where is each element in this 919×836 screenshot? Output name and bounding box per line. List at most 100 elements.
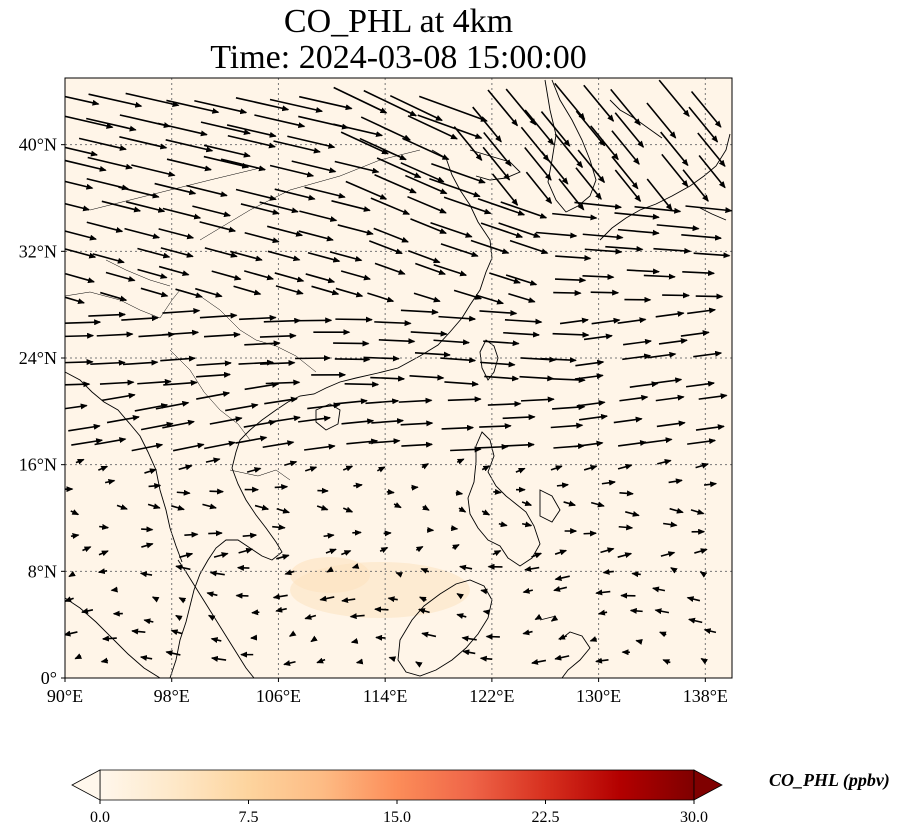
wind-arrow	[534, 613, 543, 621]
wind-arrow	[470, 239, 510, 255]
wind-arrow	[141, 526, 154, 533]
wind-arrow	[326, 566, 334, 573]
lat-tick-label: 0°	[41, 668, 57, 688]
wind-arrow	[65, 273, 95, 284]
wind-arrow	[582, 233, 624, 241]
wind-arrow	[415, 262, 446, 275]
wind-arrow	[288, 630, 297, 637]
wind-arrow	[118, 186, 160, 199]
wind-arrow	[417, 608, 430, 614]
wind-arrow	[629, 381, 659, 388]
wind-arrow	[502, 414, 536, 421]
wind-arrow	[334, 398, 368, 405]
wind-arrow	[131, 164, 176, 177]
wind-arrow	[143, 618, 154, 625]
wind-arrow	[589, 636, 598, 642]
wind-arrow	[554, 654, 570, 661]
wind-arrow	[477, 198, 526, 216]
wind-arrow	[267, 225, 304, 237]
wind-arrow	[670, 567, 678, 574]
wind-arrow	[458, 506, 467, 513]
wind-arrow	[524, 109, 555, 146]
lon-tick-label: 106°E	[256, 686, 301, 706]
wind-arrow	[398, 397, 433, 404]
wind-arrow	[363, 89, 418, 117]
wind-arrow	[693, 350, 723, 358]
wind-arrow	[376, 157, 422, 179]
colorbar-max-extension	[693, 769, 723, 801]
wind-arrow	[440, 243, 479, 258]
wind-arrow	[614, 112, 645, 148]
wind-arrow	[520, 396, 555, 403]
wind-arrow	[101, 200, 142, 213]
wind-arrow	[65, 296, 85, 305]
wind-arrow	[244, 270, 275, 281]
wind-arrow	[210, 655, 227, 662]
wind-arrow	[92, 253, 125, 264]
wind-arrow	[370, 375, 406, 382]
wind-arrow	[694, 548, 708, 554]
wind-arrow	[345, 180, 388, 200]
wind-arrow	[192, 205, 232, 218]
wind-arrow	[519, 375, 555, 382]
wind-arrow	[563, 500, 577, 507]
colorbar-ticks: 0.0 7.5 15.0 22.5 30.0	[90, 800, 708, 826]
wind-arrow	[491, 173, 519, 206]
wind-arrow	[374, 606, 389, 613]
map-panel	[65, 78, 732, 678]
wind-arrow	[204, 440, 236, 450]
wind-arrow	[299, 210, 338, 222]
wind-arrow	[420, 567, 430, 574]
wind-arrow	[275, 606, 287, 613]
wind-arrow	[410, 218, 447, 234]
lat-tick-label: 16°N	[19, 455, 57, 475]
wind-arrow	[415, 661, 423, 668]
wind-arrow	[260, 359, 296, 366]
wind-arrow	[74, 653, 83, 660]
wind-arrow	[100, 291, 128, 302]
wind-arrow	[122, 359, 159, 366]
wind-arrow	[553, 586, 568, 592]
coastline-bay-of-bengal	[65, 371, 183, 563]
wind-arrow	[686, 596, 701, 603]
wind-arrow	[411, 484, 419, 491]
wind-arrow	[310, 635, 318, 643]
wind-arrow	[342, 465, 354, 472]
wind-arrow	[663, 521, 678, 528]
wind-arrow	[272, 524, 286, 531]
wind-arrow	[283, 660, 296, 666]
wind-arrow	[614, 212, 660, 220]
wind-arrow	[203, 331, 241, 338]
wind-arrow	[579, 413, 609, 421]
wind-arrow	[414, 351, 451, 358]
lat-tick-label: 24°N	[19, 348, 57, 368]
wind-arrow	[340, 270, 371, 281]
wind-arrow	[101, 392, 136, 402]
colorbar-tick-label: 7.5	[239, 809, 259, 826]
concentration-patch	[290, 557, 370, 593]
title-line-2: Time: 2024-03-08 15:00:00	[210, 39, 587, 76]
wind-arrow	[590, 501, 605, 508]
wind-arrow	[433, 264, 468, 277]
wind-arrow	[687, 438, 717, 445]
wind-arrow	[160, 355, 196, 362]
wind-arrow	[658, 338, 688, 345]
wind-arrow	[407, 249, 441, 264]
coastline-asia-mainland	[169, 149, 493, 678]
wind-arrow	[575, 359, 605, 367]
wind-arrow	[360, 116, 411, 141]
wind-arrow	[203, 144, 251, 158]
wind-arrow	[341, 597, 356, 604]
wind-arrow	[682, 169, 709, 202]
wind-arrow	[65, 403, 88, 410]
wind-arrow	[101, 635, 117, 642]
wind-arrow	[304, 466, 318, 472]
wind-arrow	[505, 88, 537, 126]
wind-arrow	[267, 250, 301, 262]
lat-tick-label: 8°N	[28, 561, 57, 581]
wind-arrow	[226, 124, 277, 138]
wind-arrow	[687, 307, 717, 315]
wind-arrow	[273, 140, 321, 154]
wind-arrow	[405, 174, 448, 195]
